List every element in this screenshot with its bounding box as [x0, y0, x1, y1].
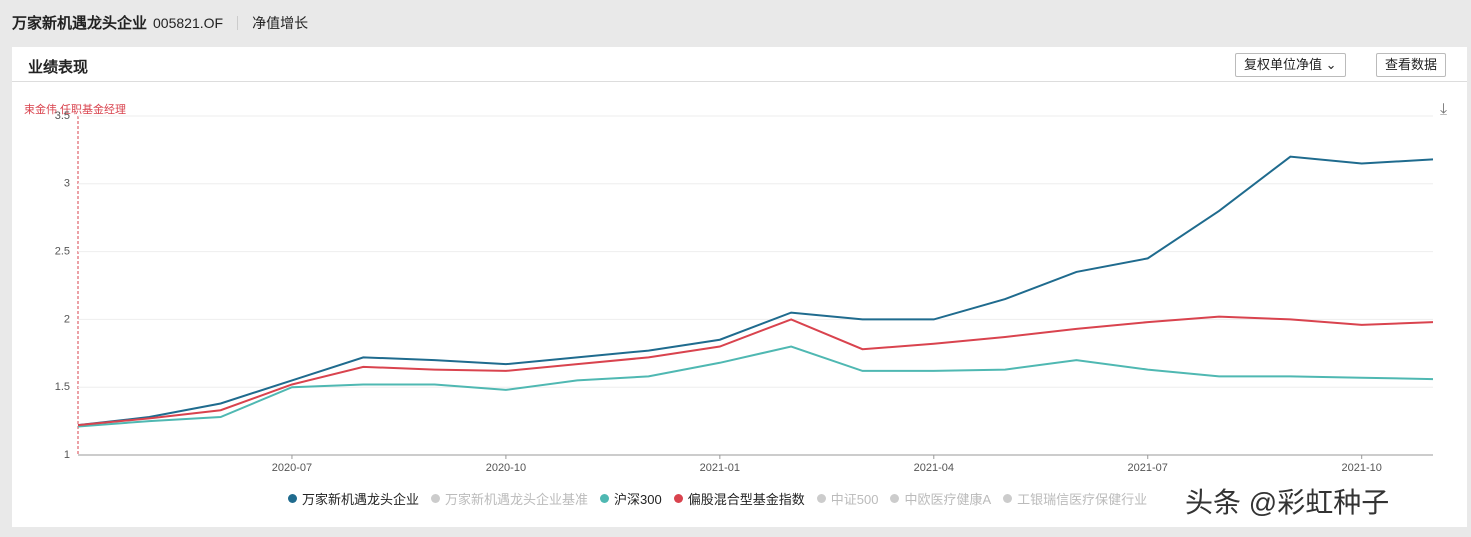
- download-icon[interactable]: ⤓: [1440, 101, 1447, 118]
- y-tick-label: 3: [64, 178, 70, 190]
- y-tick-label: 2.5: [55, 246, 70, 258]
- y-tick-label: 1.5: [55, 381, 70, 393]
- legend-dot: [1003, 494, 1013, 503]
- panel: 业绩表现 复权单位净值 ⌄ 查看数据 万家新机遇龙头企业 万家新机遇龙头企业基准 沪…: [12, 47, 1467, 527]
- fund-name: 万家新机遇龙头企业: [12, 15, 148, 32]
- dropdown-label: 复权单位净值: [1244, 57, 1323, 72]
- x-tick-label: 2020-07: [272, 462, 312, 474]
- x-tick-label: 2020-10: [486, 462, 526, 474]
- y-tick-label: 2: [64, 313, 70, 325]
- panel-title: 业绩表现: [28, 59, 89, 76]
- legend-item[interactable]: 万家新机遇龙头企业: [288, 489, 419, 508]
- legend-item[interactable]: 沪深300: [600, 489, 662, 508]
- legend-dot: [288, 494, 297, 503]
- legend-dot: [673, 494, 683, 503]
- y-tick-label: 1: [64, 449, 70, 461]
- y-tick-label: 3.5: [55, 110, 70, 122]
- legend-label: 工银瑞信医疗保健行业: [1017, 492, 1148, 507]
- legend-item[interactable]: 偏股混合型基金指数: [673, 489, 805, 508]
- legend-label: 万家新机遇龙头企业基准: [445, 492, 589, 507]
- legend-dot: [431, 494, 441, 503]
- x-tick-label: 2021-07: [1128, 462, 1168, 474]
- series-line: [77, 345, 1434, 428]
- legend-item[interactable]: 中证500: [816, 489, 879, 508]
- legend-item[interactable]: 工银瑞信医疗保健行业: [1003, 489, 1147, 508]
- header: 万家新机遇龙头企业 005821.OF 净值增长: [12, 12, 308, 33]
- divider: [12, 81, 1467, 82]
- legend-label: 万家新机遇龙头企业: [302, 492, 420, 507]
- legend-label: 沪深300: [614, 492, 662, 507]
- legend-dot: [600, 494, 610, 503]
- legend-label: 中欧医疗健康A: [904, 492, 992, 507]
- legend-item[interactable]: 万家新机遇龙头企业基准: [431, 489, 588, 508]
- series-line: [77, 155, 1434, 427]
- legend-label: 偏股混合型基金指数: [687, 492, 805, 507]
- separator: [237, 15, 239, 30]
- x-tick-label: 2021-10: [1341, 462, 1381, 474]
- legend-dot: [890, 494, 900, 503]
- x-tick-label: 2021-04: [914, 462, 954, 474]
- legend-label: 中证500: [830, 492, 879, 507]
- watermark: 头条 @彩虹种子: [1185, 487, 1390, 518]
- fund-code: 005821.OF: [153, 14, 224, 31]
- legend: 万家新机遇龙头企业 万家新机遇龙头企业基准 沪深300 偏股混合型基金指数 中证500 中…: [288, 489, 1147, 508]
- legend-dot: [816, 494, 826, 503]
- annotation: 束金伟 任职基金经理: [24, 102, 126, 116]
- dropdown[interactable]: 复权单位净值 ⌄: [1235, 53, 1346, 77]
- legend-item[interactable]: 中欧医疗健康A: [890, 489, 991, 508]
- tab[interactable]: 净值增长: [252, 14, 309, 31]
- x-tick-label: 2021-01: [700, 462, 740, 474]
- view-data-button[interactable]: 查看数据: [1376, 53, 1447, 77]
- series-line: [77, 315, 1434, 427]
